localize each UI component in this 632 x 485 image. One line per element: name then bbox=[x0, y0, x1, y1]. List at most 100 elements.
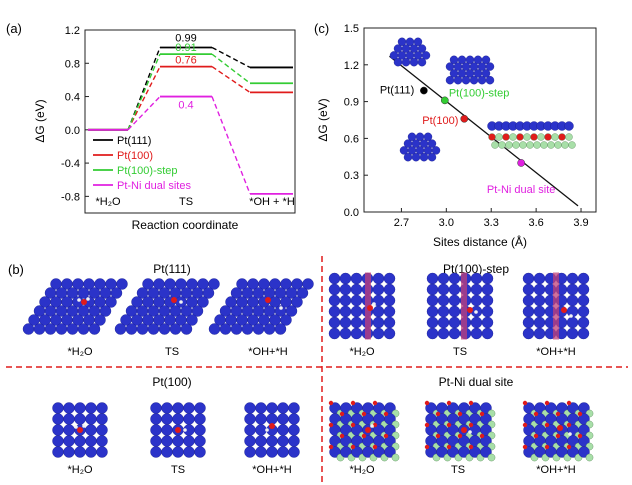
chart-a-frame bbox=[84, 29, 296, 214]
pt-atom bbox=[437, 327, 450, 340]
pt-atom bbox=[409, 58, 419, 67]
ni-atom bbox=[547, 141, 555, 149]
h-atom bbox=[370, 424, 374, 428]
ni-atom bbox=[491, 141, 499, 149]
pt-atom bbox=[522, 272, 535, 285]
o-atom bbox=[361, 433, 367, 439]
o-atom bbox=[522, 400, 528, 406]
pt-atom bbox=[577, 305, 590, 318]
o-atom bbox=[557, 425, 563, 431]
h-atom bbox=[179, 300, 183, 304]
pt-atom bbox=[448, 294, 461, 307]
group-title-pt111: Pt(111) bbox=[153, 262, 191, 276]
pt-atom bbox=[183, 413, 195, 425]
chart-c-xtick-label: 2.7 bbox=[394, 217, 409, 229]
h-atom bbox=[82, 424, 86, 428]
pt-atom bbox=[52, 402, 64, 414]
o-atom bbox=[367, 305, 373, 311]
pt-atom bbox=[114, 323, 127, 335]
pt-atom bbox=[328, 305, 341, 318]
pt-atom bbox=[578, 446, 590, 458]
energy-profile-chart: 1.2 0.8 0.4 0.0 -0.4 -0.8 0.99 0.760.91 0.4 *H₂… bbox=[33, 25, 296, 232]
scatter-point-label: Pt(111) bbox=[380, 85, 414, 97]
legend-label: Pt(100) bbox=[117, 150, 153, 162]
o-atom bbox=[533, 433, 539, 439]
o-atom bbox=[328, 444, 334, 450]
pt-atom bbox=[288, 435, 300, 447]
pt-atom bbox=[255, 402, 267, 414]
pt-atom bbox=[244, 424, 256, 436]
o-atom bbox=[468, 444, 474, 450]
scatter-point bbox=[440, 96, 449, 105]
ts-value-label: 0.99 bbox=[175, 32, 196, 44]
o-atom bbox=[81, 299, 87, 305]
scatter-point bbox=[460, 114, 469, 123]
o-atom bbox=[328, 400, 334, 406]
pt-atom bbox=[339, 283, 352, 296]
pt-atom bbox=[339, 294, 352, 307]
caption-step-ts: TS bbox=[453, 346, 467, 358]
pt-atom bbox=[161, 402, 173, 414]
ni-atom bbox=[561, 141, 569, 149]
pt-atom bbox=[277, 446, 289, 458]
ni-atom bbox=[540, 141, 548, 149]
connector-pt-ni-dual-sites bbox=[211, 96, 251, 195]
pt-atom bbox=[384, 446, 396, 458]
caption-step-h2o: *H₂O bbox=[349, 346, 374, 358]
pt-atom bbox=[522, 316, 535, 329]
chart-a-ytick-label: -0.8 bbox=[61, 191, 80, 203]
pt-atom bbox=[161, 435, 173, 447]
pt-atom bbox=[461, 75, 471, 85]
pt-atom bbox=[470, 272, 483, 285]
caption-pt111-ohh: *OH+*H bbox=[248, 346, 287, 358]
pt-atom bbox=[350, 272, 363, 285]
inset-step-structure bbox=[445, 55, 495, 85]
caption-ptni-ohh: *OH+*H bbox=[536, 464, 575, 476]
pt-atom bbox=[74, 446, 86, 458]
pt-atom bbox=[383, 305, 396, 318]
o-atom bbox=[530, 133, 538, 141]
ts-value-label: 0.91 bbox=[175, 42, 196, 54]
pt-atom bbox=[63, 435, 75, 447]
pt-atom bbox=[150, 446, 162, 458]
chart-c-xtick-label: 3.6 bbox=[528, 217, 543, 229]
pt-atom bbox=[96, 402, 108, 414]
o-atom bbox=[435, 433, 441, 439]
o-atom bbox=[555, 411, 561, 417]
pt-atom bbox=[328, 272, 341, 285]
chart-a-series bbox=[88, 46, 293, 195]
pt-atom bbox=[383, 327, 396, 340]
connector-pt-ni-dual-sites bbox=[127, 96, 161, 131]
caption-ptni-ts: TS bbox=[451, 464, 465, 476]
pt-atom bbox=[350, 316, 363, 329]
o-atom bbox=[577, 433, 583, 439]
pt-atom bbox=[427, 139, 437, 148]
pt-atom bbox=[566, 294, 579, 307]
pt-atom bbox=[383, 283, 396, 296]
pt-atom bbox=[169, 323, 182, 335]
pt-atom bbox=[147, 323, 160, 335]
o-atom bbox=[424, 400, 430, 406]
o-atom bbox=[533, 411, 539, 417]
pt-atom bbox=[470, 327, 483, 340]
o-atom bbox=[566, 444, 572, 450]
chart-c-xtick-label: 3.9 bbox=[573, 217, 588, 229]
panel-b-structures bbox=[22, 272, 594, 462]
ni-atom bbox=[487, 453, 496, 462]
pt-atom bbox=[448, 305, 461, 318]
pt-atom bbox=[564, 121, 574, 131]
pt-atom bbox=[244, 402, 256, 414]
o-atom bbox=[350, 444, 356, 450]
pt-atom bbox=[372, 272, 385, 285]
ni-atom bbox=[498, 141, 506, 149]
pt-atom bbox=[522, 294, 535, 307]
pt-atom bbox=[448, 272, 461, 285]
pt-atom bbox=[533, 272, 546, 285]
o-atom bbox=[269, 423, 275, 429]
pt-atom bbox=[194, 402, 206, 414]
group-title-pt100: Pt(100) bbox=[152, 375, 191, 389]
chart-a-ytick-label: 0.0 bbox=[65, 125, 80, 137]
h-atom bbox=[568, 432, 572, 436]
chart-a-data-labels: 0.99 0.760.91 0.4 bbox=[175, 32, 196, 111]
pt-atom bbox=[427, 152, 437, 162]
